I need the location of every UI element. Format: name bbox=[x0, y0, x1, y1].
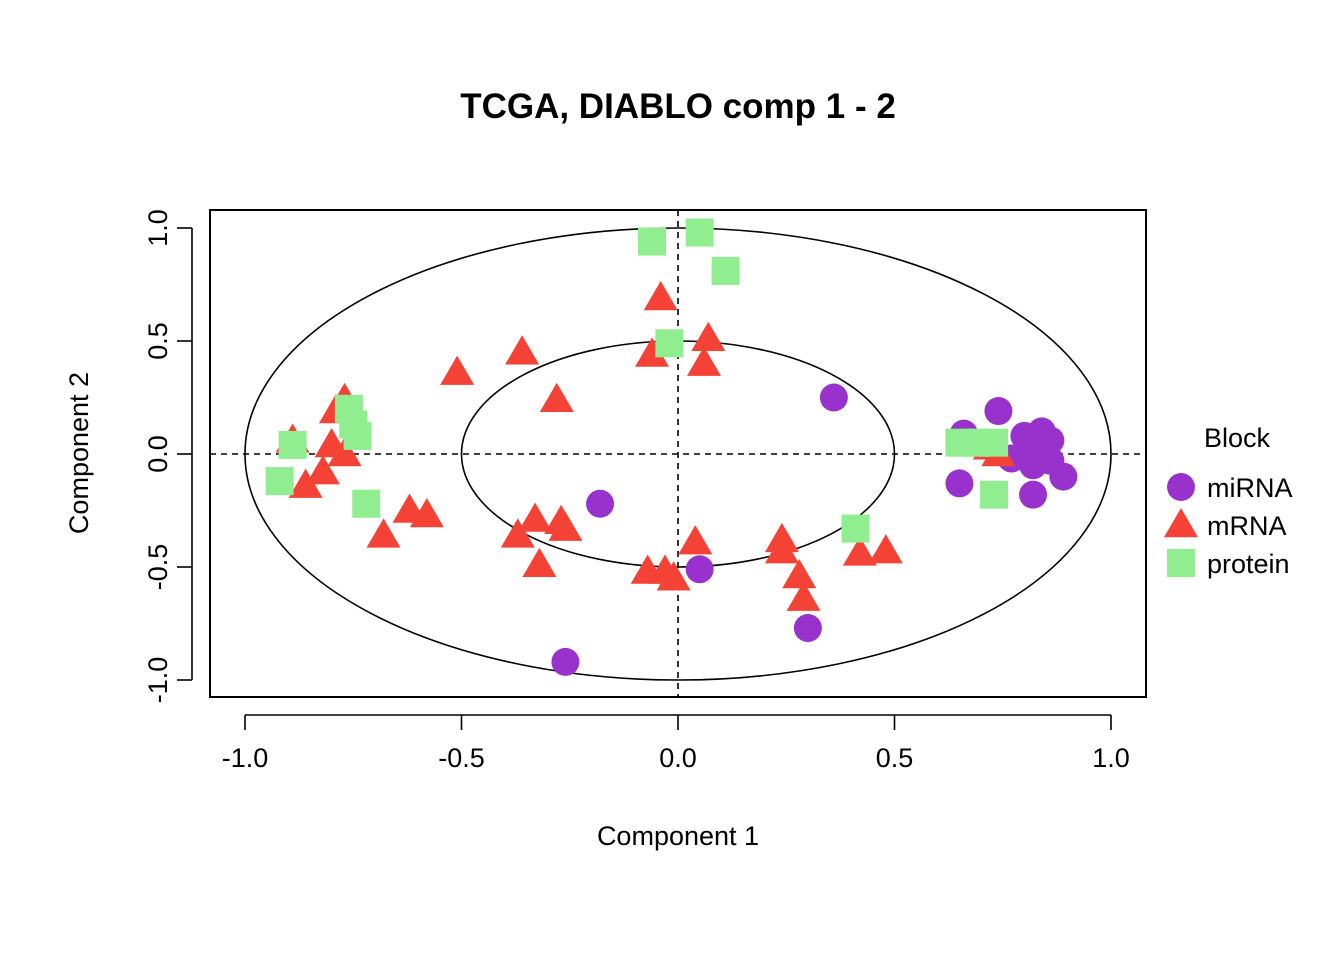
protein-point bbox=[841, 514, 870, 543]
legend-label-protein: protein bbox=[1207, 549, 1290, 579]
mrna-point bbox=[522, 547, 557, 577]
y-tick-label: 1.0 bbox=[143, 209, 173, 247]
y-tick-label: -0.5 bbox=[143, 544, 173, 591]
data-points bbox=[265, 218, 1078, 676]
mrna-point bbox=[500, 518, 535, 548]
protein-point bbox=[278, 430, 307, 459]
mrna-point bbox=[842, 536, 877, 566]
mirna-point bbox=[819, 383, 848, 412]
mrna-point bbox=[366, 518, 401, 548]
mrna-point bbox=[678, 525, 713, 555]
protein-point bbox=[711, 256, 740, 285]
protein-point bbox=[343, 421, 372, 450]
mrna-point bbox=[305, 455, 340, 485]
mirna-point bbox=[551, 647, 580, 676]
mrna-point bbox=[686, 346, 721, 376]
mirna-point bbox=[685, 555, 714, 584]
y-tick-label: 0.0 bbox=[143, 435, 173, 473]
protein-point bbox=[265, 467, 294, 496]
mirna-point bbox=[945, 469, 974, 498]
mrna-point bbox=[440, 355, 475, 385]
mrna-point bbox=[691, 321, 726, 351]
legend-label-mirna: miRNA bbox=[1207, 473, 1293, 503]
chart-title: TCGA, DIABLO comp 1 - 2 bbox=[460, 87, 896, 126]
mirna-point bbox=[1019, 480, 1048, 509]
legend: Block miRNA mRNA protein bbox=[1164, 423, 1293, 579]
y-tick-label: -1.0 bbox=[143, 657, 173, 704]
x-tick-label: 1.0 bbox=[1092, 743, 1130, 773]
legend-label-mrna: mRNA bbox=[1207, 511, 1287, 541]
mrna-point bbox=[782, 559, 817, 589]
mrna-point bbox=[539, 382, 574, 412]
mirna-point bbox=[984, 397, 1013, 426]
legend-marker-mrna bbox=[1164, 508, 1198, 538]
y-tick-label: 0.5 bbox=[143, 322, 173, 360]
axes: -1.0 -0.5 0.0 0.5 1.0 -1.0 -0.5 0.0 0.5 1.0 bbox=[143, 209, 1130, 773]
x-axis-label: Component 1 bbox=[597, 821, 759, 851]
mrna-point bbox=[288, 468, 323, 498]
series-mirna bbox=[551, 383, 1078, 676]
x-tick-label: -0.5 bbox=[438, 743, 485, 773]
mrna-point bbox=[327, 437, 362, 467]
x-tick-label: 0.5 bbox=[876, 743, 914, 773]
protein-point bbox=[655, 329, 684, 358]
protein-point bbox=[638, 227, 667, 256]
protein-point bbox=[980, 480, 1009, 509]
mrna-point bbox=[548, 511, 583, 541]
mrna-point bbox=[505, 335, 540, 365]
mrna-point bbox=[868, 534, 903, 564]
protein-point bbox=[685, 218, 714, 247]
mrna-point bbox=[635, 337, 670, 367]
legend-marker-mirna bbox=[1167, 473, 1195, 501]
protein-point bbox=[352, 489, 381, 518]
series-protein bbox=[265, 218, 1009, 543]
mirna-point bbox=[586, 489, 615, 518]
mrna-point bbox=[518, 502, 553, 532]
legend-marker-protein bbox=[1167, 549, 1195, 577]
legend-items: miRNA mRNA protein bbox=[1164, 473, 1293, 579]
legend-title: Block bbox=[1204, 423, 1271, 453]
mrna-point bbox=[786, 581, 821, 611]
mrna-point bbox=[409, 498, 444, 528]
mirna-point bbox=[1049, 462, 1078, 491]
mirna-point bbox=[793, 614, 822, 643]
x-tick-label: 0.0 bbox=[659, 743, 697, 773]
protein-point bbox=[980, 428, 1009, 457]
mrna-point bbox=[643, 281, 678, 311]
mrna-point bbox=[656, 561, 691, 591]
y-axis-label: Component 2 bbox=[64, 372, 94, 534]
series-mrna bbox=[275, 281, 1016, 611]
x-tick-label: -1.0 bbox=[222, 743, 269, 773]
mrna-point bbox=[764, 534, 799, 564]
